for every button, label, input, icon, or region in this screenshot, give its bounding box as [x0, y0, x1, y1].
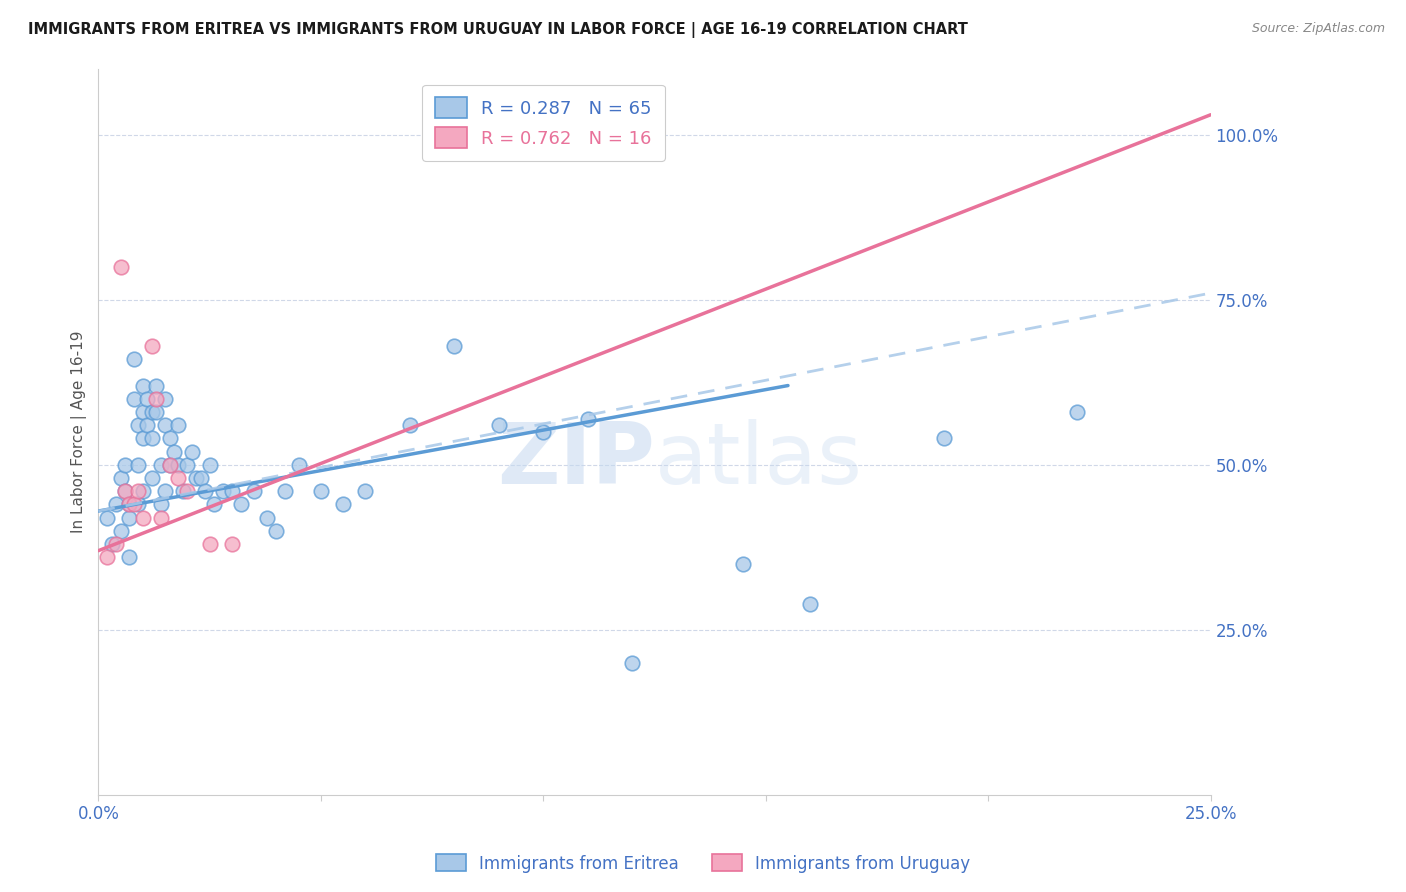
Point	[733, 557, 755, 571]
Point	[136, 418, 159, 433]
Point	[145, 392, 167, 406]
Point	[287, 458, 309, 472]
Point	[799, 597, 821, 611]
Point	[96, 510, 118, 524]
Point	[114, 484, 136, 499]
Point	[105, 498, 128, 512]
Point	[354, 484, 377, 499]
Point	[127, 498, 149, 512]
Point	[145, 405, 167, 419]
Point	[202, 498, 225, 512]
Point	[149, 498, 172, 512]
Point	[621, 656, 644, 670]
Point	[153, 418, 176, 433]
Point	[332, 498, 354, 512]
Point	[159, 458, 181, 472]
Point	[118, 498, 141, 512]
Point	[118, 498, 141, 512]
Point	[132, 431, 155, 445]
Point	[176, 484, 198, 499]
Y-axis label: In Labor Force | Age 16-19: In Labor Force | Age 16-19	[72, 331, 87, 533]
Point	[110, 524, 132, 538]
Point	[176, 458, 198, 472]
Point	[153, 484, 176, 499]
Point	[132, 510, 155, 524]
Point	[167, 418, 190, 433]
Point	[163, 444, 186, 458]
Point	[114, 484, 136, 499]
Point	[122, 392, 145, 406]
Point	[110, 471, 132, 485]
Point	[186, 471, 208, 485]
Point	[159, 431, 181, 445]
Legend: R = 0.287   N = 65, R = 0.762   N = 16: R = 0.287 N = 65, R = 0.762 N = 16	[422, 85, 665, 161]
Point	[198, 458, 221, 472]
Point	[100, 537, 122, 551]
Point	[132, 378, 155, 392]
Point	[105, 537, 128, 551]
Point	[136, 392, 159, 406]
Point	[266, 524, 288, 538]
Point	[141, 471, 163, 485]
Point	[110, 260, 132, 274]
Point	[194, 484, 217, 499]
Point	[145, 378, 167, 392]
Point	[932, 431, 955, 445]
Point	[576, 411, 599, 425]
Point	[118, 510, 141, 524]
Point	[198, 537, 221, 551]
Point	[221, 537, 243, 551]
Point	[132, 405, 155, 419]
Point	[1066, 405, 1088, 419]
Point	[172, 484, 194, 499]
Point	[118, 550, 141, 565]
Point	[167, 471, 190, 485]
Text: Source: ZipAtlas.com: Source: ZipAtlas.com	[1251, 22, 1385, 36]
Point	[114, 458, 136, 472]
Point	[180, 444, 202, 458]
Point	[96, 550, 118, 565]
Point	[256, 510, 278, 524]
Point	[132, 484, 155, 499]
Legend: Immigrants from Eritrea, Immigrants from Uruguay: Immigrants from Eritrea, Immigrants from…	[429, 847, 977, 880]
Text: atlas: atlas	[655, 419, 862, 502]
Point	[122, 498, 145, 512]
Text: IMMIGRANTS FROM ERITREA VS IMMIGRANTS FROM URUGUAY IN LABOR FORCE | AGE 16-19 CO: IMMIGRANTS FROM ERITREA VS IMMIGRANTS FR…	[28, 22, 967, 38]
Point	[398, 418, 420, 433]
Point	[167, 458, 190, 472]
Point	[309, 484, 332, 499]
Point	[127, 484, 149, 499]
Point	[212, 484, 235, 499]
Point	[127, 458, 149, 472]
Point	[190, 471, 212, 485]
Point	[149, 510, 172, 524]
Point	[488, 418, 510, 433]
Point	[159, 458, 181, 472]
Point	[229, 498, 252, 512]
Point	[122, 352, 145, 367]
Point	[149, 458, 172, 472]
Point	[127, 418, 149, 433]
Point	[141, 339, 163, 353]
Point	[153, 392, 176, 406]
Point	[274, 484, 297, 499]
Point	[141, 431, 163, 445]
Point	[531, 425, 554, 439]
Point	[141, 405, 163, 419]
Point	[243, 484, 266, 499]
Point	[221, 484, 243, 499]
Point	[443, 339, 465, 353]
Text: ZIP: ZIP	[496, 419, 655, 502]
